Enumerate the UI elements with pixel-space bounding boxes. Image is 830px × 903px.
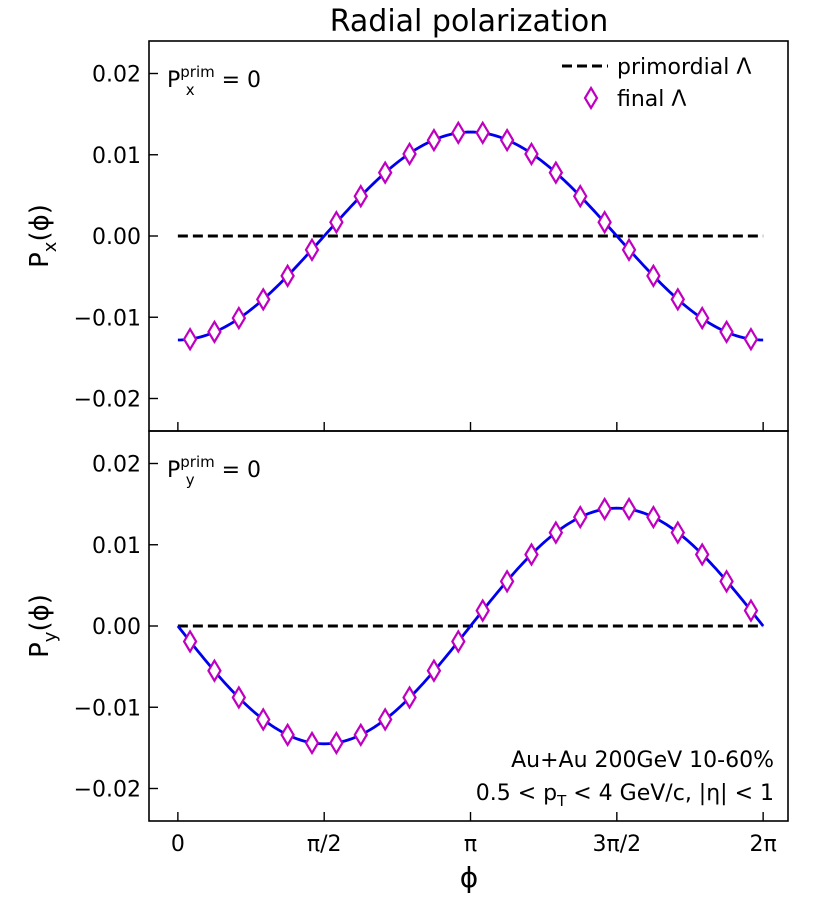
px-final-point [597,210,612,235]
px-final-point [475,120,490,145]
py-final-point [597,496,612,522]
px-final-point [280,263,295,288]
x-tick-label: 0 [171,832,185,857]
py-final-point [402,685,417,710]
px-final-point [572,184,588,209]
px-final-point [182,327,198,352]
legend: primordial Λ final Λ [562,55,751,112]
py-y-axis-label: Py(ϕ) [25,594,61,658]
py-final-point [548,520,564,545]
py-condition-label: Pprim y = 0 [167,453,261,489]
px-final-point [694,305,710,331]
py-final-point [475,598,490,623]
px-final-point [353,184,369,209]
px-condition-label: Pprim x = 0 [167,63,261,99]
px-final-point [621,237,637,262]
px-final-point [426,127,442,153]
py-final-point [743,598,759,623]
py-final-point [207,658,222,683]
py-final-point [426,658,442,683]
collision-system-label: Au+Au 200GeV 10-60% [511,748,774,773]
py-final-point [646,504,661,530]
py-y-tick-label: 0.01 [92,534,141,559]
py-final-point [304,730,320,756]
px-y-axis-label: Px(ϕ) [25,204,61,268]
py-final-point [280,722,295,748]
py-final-point [719,569,734,594]
panel-py: −0.02 −0.01 0.00 0.01 0.02 0 π/2 π 3π/2 2π [74,453,777,858]
py-final-point [670,520,686,545]
chart-title: Radial polarization [330,4,609,39]
px-final-point [329,210,344,235]
px-final-point [719,319,734,345]
x-tick-label: π [464,832,477,857]
kinematic-cuts-label: 0.5 < pT < 4 GeV/c, |η| < 1 [476,781,774,810]
py-final-point [377,707,393,732]
legend-final-marker [583,85,599,111]
py-final-point [621,496,637,522]
x-tick-label: π/2 [307,832,342,857]
px-final-point [402,141,417,167]
py-y-tick-label: −0.01 [74,696,141,721]
px-final-point [231,305,247,331]
legend-primordial-label: primordial Λ [617,55,751,80]
px-y-tick-label: 0.01 [92,144,141,169]
px-final-point [548,160,564,185]
py-final-point [524,542,539,567]
px-final-curve [177,130,764,342]
px-y-tick-label: −0.02 [74,388,141,413]
py-final-point [499,569,515,594]
py-final-curve [176,506,765,746]
py-final-point [353,722,369,748]
py-y-tick-label: 0.02 [92,453,141,478]
px-final-point [377,160,393,185]
py-final-point [694,542,710,567]
px-y-tick-label: 0.00 [92,225,141,250]
px-final-point [304,237,320,262]
px-final-point [670,287,686,312]
px-final-point [524,141,539,167]
py-final-point [451,629,466,654]
px-final-point [499,127,515,153]
py-final-point [255,707,271,732]
py-final-point [182,629,198,654]
panel-px: −0.02 −0.01 0.00 0.01 0.02 [74,63,764,431]
py-final-point [572,504,588,530]
px-y-tick-label: −0.01 [74,306,141,331]
x-tick-label: 3π/2 [593,832,642,857]
px-final-point [743,327,759,352]
legend-final-label: final Λ [617,87,686,112]
py-y-tick-label: 0.00 [92,615,141,640]
x-axis-label: ϕ [460,861,478,894]
py-final-point [329,730,344,756]
px-final-point [451,120,466,145]
px-final-point [646,263,661,288]
px-y-tick-label: 0.02 [92,63,141,88]
x-tick-label: 2π [750,832,777,857]
py-y-tick-label: −0.02 [74,778,141,803]
py-final-point [231,685,247,710]
px-final-point [255,287,271,312]
px-final-point [207,319,222,345]
